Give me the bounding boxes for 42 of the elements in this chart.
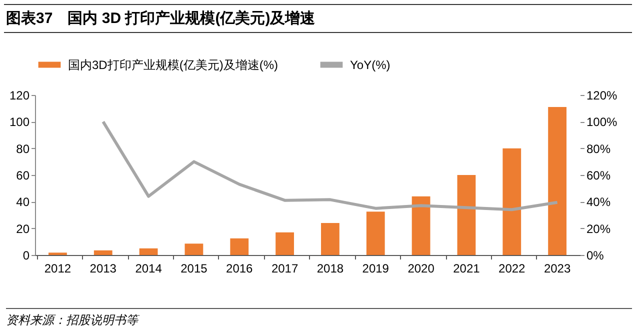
x-tick-label: 2013	[90, 262, 117, 276]
bar	[184, 244, 204, 255]
y2-tick-label: 20%	[586, 222, 611, 236]
x-tick-label: 2015	[180, 262, 208, 276]
legend-label: 国内3D打印产业规模(亿美元)及增速(%)	[68, 58, 278, 72]
y2-tick-label: 0%	[586, 248, 604, 262]
x-tick-label: 2016	[226, 262, 254, 276]
x-tick-label: 2023	[544, 262, 571, 276]
y2-tick-label: 120%	[586, 88, 618, 102]
y2-tick-label: 60%	[586, 168, 611, 182]
bar	[321, 223, 340, 255]
y-tick-label: 40	[16, 195, 30, 210]
x-tick-label: 2019	[362, 262, 390, 276]
bar	[276, 232, 294, 255]
y2-tick-label: 40%	[586, 195, 611, 210]
bar	[366, 212, 385, 255]
y-tick-label: 20	[16, 222, 30, 236]
y-tick-label: 60	[16, 168, 30, 182]
y2-tick-label: 100%	[586, 115, 618, 130]
bar	[94, 250, 112, 255]
bar	[230, 238, 249, 255]
bar	[548, 107, 566, 255]
legend-label: YoY(%)	[350, 58, 390, 72]
bar	[457, 175, 476, 255]
chart-title: 图表37 国内 3D 打印产业规模(亿美元)及增速	[4, 4, 632, 33]
x-tick-label: 2014	[135, 262, 162, 276]
x-tick-label: 2012	[44, 262, 72, 276]
bar	[139, 248, 158, 255]
x-tick-label: 2018	[316, 262, 344, 276]
y-tick-label: 120	[9, 88, 30, 102]
bar	[412, 196, 430, 255]
line-series	[102, 120, 559, 212]
y2-tick-label: 80%	[586, 142, 611, 156]
y-tick-label: 0	[22, 248, 30, 262]
x-tick-label: 2017	[271, 262, 298, 276]
y-tick-label: 80	[16, 142, 30, 156]
x-tick-label: 2020	[408, 262, 435, 276]
text: 资料来源：招股说明书等	[6, 308, 632, 329]
x-tick-label: 2022	[498, 262, 526, 276]
bar	[502, 148, 522, 255]
y-tick-label: 100	[9, 115, 30, 130]
x-tick-label: 2021	[453, 262, 480, 276]
